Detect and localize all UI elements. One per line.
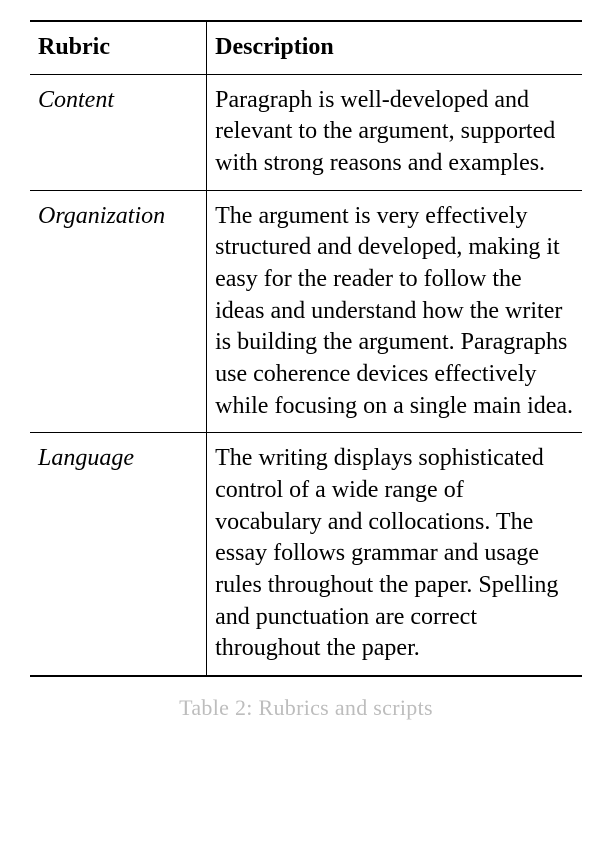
rubric-name: Language bbox=[30, 433, 207, 676]
rubric-description: Paragraph is well-developed and relevant… bbox=[207, 74, 582, 190]
header-rubric: Rubric bbox=[30, 21, 207, 74]
rubric-description: The writing displays sophisticated contr… bbox=[207, 433, 582, 676]
rubric-description: The argument is very effectively structu… bbox=[207, 190, 582, 433]
table-row: Organization The argument is very effect… bbox=[30, 190, 582, 433]
page: Rubric Description Content Paragraph is … bbox=[0, 0, 612, 854]
rubric-name: Organization bbox=[30, 190, 207, 433]
table-row: Language The writing displays sophistica… bbox=[30, 433, 582, 676]
header-description: Description bbox=[207, 21, 582, 74]
table-row: Content Paragraph is well-developed and … bbox=[30, 74, 582, 190]
rubric-name: Content bbox=[30, 74, 207, 190]
table-caption: Table 2: Rubrics and scripts bbox=[30, 695, 582, 721]
table-header-row: Rubric Description bbox=[30, 21, 582, 74]
rubric-table: Rubric Description Content Paragraph is … bbox=[30, 20, 582, 677]
